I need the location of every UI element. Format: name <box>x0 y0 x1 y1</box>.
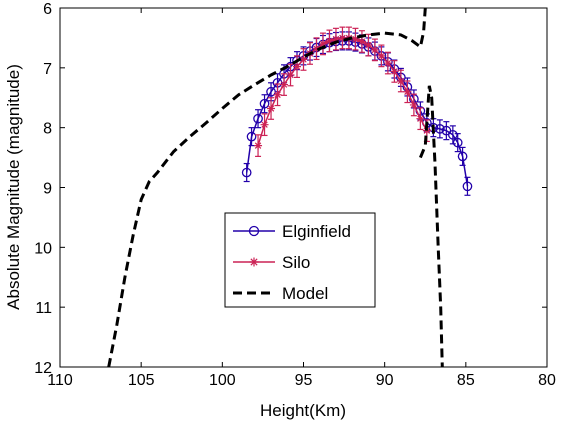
data-point <box>246 131 257 142</box>
data-point <box>325 36 334 45</box>
series-layer <box>107 7 473 368</box>
legend-items: Elginfield Silo Model <box>233 222 351 303</box>
legend-label: Silo <box>282 253 310 272</box>
data-point <box>280 80 289 89</box>
data-point <box>299 55 308 64</box>
x-tick-label: 90 <box>376 372 394 389</box>
data-point <box>447 129 458 140</box>
data-point <box>318 39 327 48</box>
series-model <box>107 7 444 368</box>
model-line-tail <box>419 85 444 368</box>
data-point <box>370 45 379 54</box>
model-line <box>107 7 427 368</box>
data-point <box>383 59 392 68</box>
data-point <box>457 151 468 162</box>
legend: Elginfield Silo Model <box>224 212 376 308</box>
x-tick-label: 100 <box>209 372 236 389</box>
data-point <box>253 113 263 124</box>
data-point <box>390 67 399 76</box>
data-point <box>312 44 321 53</box>
ticks: 110 105 100 95 90 85 80 6 7 8 9 10 11 12 <box>34 1 556 389</box>
data-point <box>377 51 386 60</box>
data-point <box>462 181 473 192</box>
y-tick-label: 11 <box>35 300 52 317</box>
data-point <box>435 124 445 134</box>
data-point <box>241 167 252 178</box>
data-point <box>409 100 418 109</box>
x-tick-label: 95 <box>295 372 313 389</box>
data-point <box>452 137 463 148</box>
x-tick-label: 85 <box>457 372 475 389</box>
data-point <box>273 90 282 99</box>
x-tick-label: 105 <box>128 372 155 389</box>
legend-item-silo: Silo <box>233 253 310 272</box>
data-point <box>331 35 340 44</box>
data-point <box>403 87 412 96</box>
legend-label: Model <box>282 284 328 303</box>
data-point <box>422 126 431 135</box>
legend-label: Elginfield <box>282 222 351 241</box>
data-point <box>364 41 373 50</box>
x-tick-label: 110 <box>47 372 73 389</box>
data-point <box>396 76 405 85</box>
legend-item-model: Model <box>233 284 328 303</box>
data-point <box>254 141 263 150</box>
data-point <box>351 35 360 44</box>
y-tick-label: 8 <box>43 121 52 138</box>
data-point <box>267 104 276 113</box>
y-tick-label: 12 <box>34 360 52 377</box>
data-point <box>259 98 270 109</box>
data-point <box>286 71 295 80</box>
x-tick-label: 80 <box>538 372 556 389</box>
legend-item-elginfield: Elginfield <box>233 222 351 241</box>
y-tick-label: 6 <box>43 1 52 18</box>
y-tick-label: 10 <box>34 240 52 257</box>
y-tick-label: 9 <box>43 181 52 198</box>
y-axis-label: Absolute Magnitude (magnitude) <box>4 64 23 310</box>
series-silo <box>254 26 431 157</box>
data-point <box>293 62 302 71</box>
legend-marker <box>248 225 260 237</box>
data-point <box>260 120 269 129</box>
y-tick-label: 7 <box>43 61 52 78</box>
data-point <box>338 33 347 42</box>
data-point <box>416 114 425 123</box>
legend-marker <box>249 257 259 267</box>
data-point <box>357 37 366 46</box>
x-axis-label: Height(Km) <box>260 401 346 420</box>
